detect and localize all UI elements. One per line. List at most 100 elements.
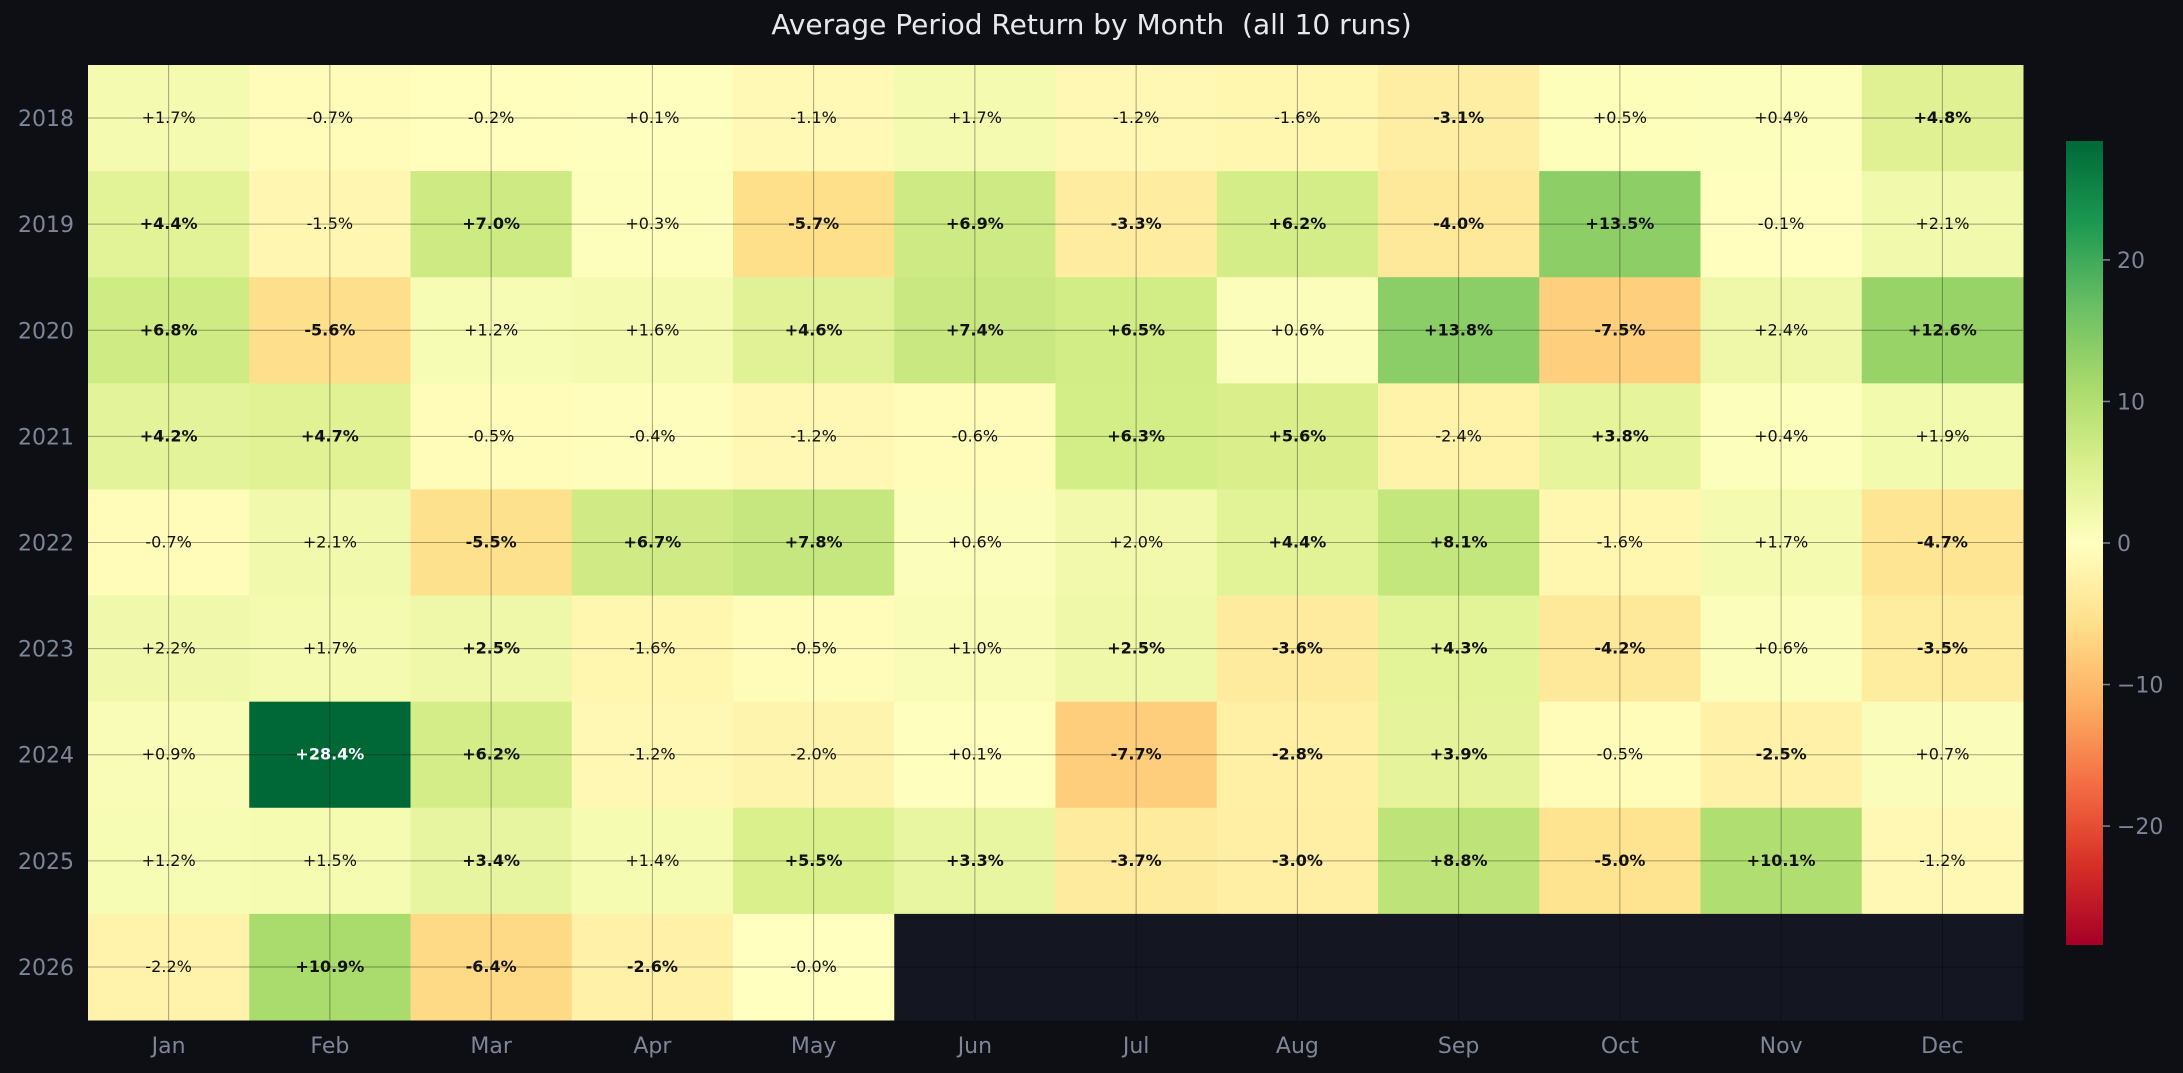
heatmap-cell-label: +7.0% <box>462 214 520 233</box>
heatmap-cell <box>1216 277 1379 384</box>
heatmap-cell-label: -3.3% <box>1111 214 1162 233</box>
heatmap-cell-label: -0.1% <box>1758 214 1804 233</box>
heatmap-cell <box>1216 171 1379 278</box>
heatmap-cell-label: +2.1% <box>1915 214 1969 233</box>
heatmap-cell <box>1861 701 2024 809</box>
heatmap-cell-label: -7.5% <box>1594 320 1645 339</box>
heatmap-cell <box>1861 171 2024 278</box>
heatmap-cell-label: -4.2% <box>1594 639 1645 658</box>
heatmap-cell <box>894 383 1056 490</box>
heatmap-cell-empty <box>1378 913 1540 1021</box>
y-tick-label: 2025 <box>18 850 74 875</box>
heatmap-cell-label: -1.6% <box>1597 533 1643 552</box>
heatmap-cell-label: +6.3% <box>1107 426 1165 445</box>
heatmap-cell <box>733 383 895 490</box>
x-tick-label: Apr <box>633 1034 672 1059</box>
heatmap-cell-label: -4.0% <box>1433 214 1484 233</box>
heatmap-cell-empty <box>1861 913 2024 1021</box>
heatmap-cell-label: +5.5% <box>785 851 843 870</box>
chart-title: Average Period Return by Month (all 10 r… <box>771 8 1412 41</box>
colorbar-tick-label: 20 <box>2117 249 2145 274</box>
heatmap-cell <box>410 65 573 172</box>
heatmap-cell-label: +0.5% <box>1593 108 1647 127</box>
heatmap-cell <box>571 65 734 172</box>
heatmap-cell <box>894 277 1056 384</box>
heatmap-cell <box>1700 383 1863 490</box>
heatmap-cell <box>1861 383 2024 490</box>
heatmap-cell <box>894 807 1056 915</box>
heatmap-cell-label: -3.0% <box>1272 851 1323 870</box>
heatmap-cell <box>249 277 411 384</box>
heatmap-cell-label: -5.6% <box>304 320 355 339</box>
heatmap-cell-label: -3.5% <box>1917 639 1968 658</box>
heatmap-cell-label: +4.8% <box>1913 108 1971 127</box>
heatmap-cell <box>894 171 1056 278</box>
heatmap-cell-label: -2.0% <box>790 745 836 764</box>
heatmap-cell <box>88 489 250 597</box>
heatmap-cell-label: +1.7% <box>948 108 1002 127</box>
heatmap-cell-label: +2.5% <box>462 639 520 658</box>
x-axis-tick-labels: Jan Feb Mar Apr May Jun Jul Aug Sep Oct Nov Dec <box>150 1034 1964 1059</box>
heatmap-cell <box>1700 277 1863 384</box>
heatmap-cell-label: -3.1% <box>1433 108 1484 127</box>
heatmap-cell <box>1055 595 1218 703</box>
heatmap-cell-label: -2.4% <box>1435 426 1481 445</box>
heatmap-cell <box>571 277 734 384</box>
heatmap-cell <box>1700 807 1863 915</box>
heatmap-cell-label: +1.4% <box>625 851 679 870</box>
heatmap-cell-empty <box>1700 913 1863 1021</box>
heatmap-cell <box>1539 701 1701 809</box>
heatmap-cell <box>88 913 250 1021</box>
heatmap-cell <box>249 807 411 915</box>
heatmap-cell-label: -1.2% <box>629 745 675 764</box>
heatmap-cell <box>1539 489 1701 597</box>
heatmap-cell-label: +0.4% <box>1754 108 1808 127</box>
heatmap-cell-label: -0.4% <box>629 426 675 445</box>
heatmap-cell <box>1055 383 1218 490</box>
heatmap-cell-label: -0.6% <box>952 426 998 445</box>
x-tick-label: Aug <box>1276 1034 1319 1059</box>
heatmap-cell-label: +1.0% <box>948 639 1002 658</box>
heatmap-cell <box>249 65 411 172</box>
heatmap-cell-label: -6.4% <box>466 957 517 976</box>
heatmap-cell <box>1055 277 1218 384</box>
heatmap-cell-label: +2.1% <box>303 533 357 552</box>
heatmap-cell-label: +4.2% <box>140 426 198 445</box>
x-tick-label: May <box>791 1034 836 1059</box>
heatmap-cell-label: +28.4% <box>295 745 364 764</box>
heatmap-cell <box>1216 595 1379 703</box>
heatmap-cell-label: +3.4% <box>462 851 520 870</box>
heatmap-cell <box>1055 171 1218 278</box>
x-tick-label: Mar <box>470 1034 512 1059</box>
y-tick-label: 2023 <box>18 638 74 663</box>
x-tick-label: Oct <box>1601 1034 1639 1059</box>
heatmap-cell-label: -1.2% <box>790 426 836 445</box>
x-tick-label: Jun <box>956 1034 992 1059</box>
heatmap-cell-label: -0.5% <box>1597 745 1643 764</box>
heatmap-cell <box>249 701 411 809</box>
heatmap-cell-empty <box>894 913 1056 1021</box>
heatmap-cell <box>410 171 573 278</box>
heatmap-cell-label: -4.7% <box>1917 533 1968 552</box>
heatmap-cell-label: +1.7% <box>303 639 357 658</box>
heatmap-cell <box>1055 807 1218 915</box>
heatmap-cell <box>1216 701 1379 809</box>
y-axis-tick-labels: 2018 2019 2020 2021 2022 2023 2024 2025 2026 <box>18 107 74 981</box>
heatmap-cell-label: -3.6% <box>1272 639 1323 658</box>
heatmap-cell <box>1055 701 1218 809</box>
heatmap-cell <box>571 383 734 490</box>
heatmap-cell <box>1700 701 1863 809</box>
colorbar-tick-label: −20 <box>2117 815 2163 840</box>
heatmap-cell-label: +6.2% <box>1268 214 1326 233</box>
heatmap-cell <box>88 807 250 915</box>
heatmap-cell <box>733 701 895 809</box>
heatmap-cell <box>88 595 250 703</box>
heatmap-cell <box>88 383 250 490</box>
heatmap-cell-label: -5.5% <box>466 533 517 552</box>
heatmap-cell <box>733 489 895 597</box>
heatmap-cell <box>1700 65 1863 172</box>
heatmap-cell-label: -1.5% <box>307 214 353 233</box>
heatmap-cell-empty <box>1055 913 1218 1021</box>
